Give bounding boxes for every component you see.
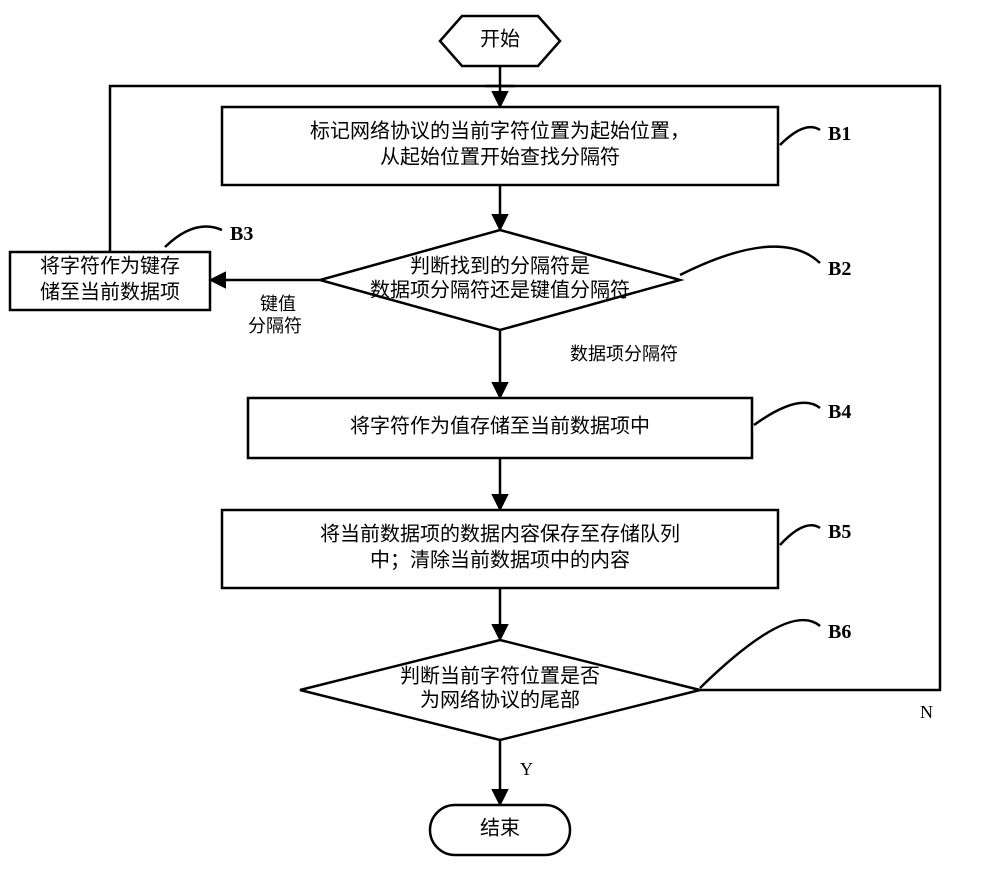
end-text: 结束 (480, 817, 520, 840)
edge-label-b6-n: N (920, 702, 933, 722)
node-text-line: 标记网络协议的当前字符位置为起始位置， (310, 120, 690, 143)
node-text-line: 判断找到的分隔符是 (410, 255, 590, 278)
label-curve-B3 (165, 226, 222, 247)
node-text-line: 为网络协议的尾部 (420, 689, 580, 712)
node-text-line: 判断当前字符位置是否 (400, 665, 600, 688)
node-text-line: 储至当前数据项 (40, 281, 180, 304)
step-label-B6: B6 (828, 621, 851, 643)
start-text: 开始 (480, 28, 520, 51)
label-curve-B2 (680, 247, 820, 275)
node-text-line: 将字符作为值存储至当前数据项中 (350, 415, 650, 438)
step-label-B4: B4 (828, 401, 851, 423)
label-curve-B6 (700, 620, 820, 688)
step-label-B5: B5 (828, 521, 851, 543)
step-label-B3: B3 (230, 223, 253, 245)
edge-label2-b2-b3: 分隔符 (248, 316, 302, 336)
edge-label-b2-b3: 键值 (260, 294, 296, 314)
node-text-line: 从起始位置开始查找分隔符 (380, 146, 620, 169)
edge-label-b2-b4: 数据项分隔符 (570, 344, 678, 364)
label-curve-B5 (780, 525, 820, 545)
node-text-line: 将字符作为键存 (40, 255, 180, 278)
step-label-B2: B2 (828, 258, 851, 280)
node-text-line: 数据项分隔符还是键值分隔符 (370, 279, 630, 302)
label-curve-B4 (754, 403, 820, 425)
label-curve-B1 (780, 127, 820, 145)
step-label-B1: B1 (828, 123, 851, 145)
edge-label-b6-end: Y (520, 759, 533, 779)
node-text-line: 中；清除当前数据项中的内容 (370, 549, 630, 572)
node-text-line: 将当前数据项的数据内容保存至存储队列 (320, 523, 680, 546)
